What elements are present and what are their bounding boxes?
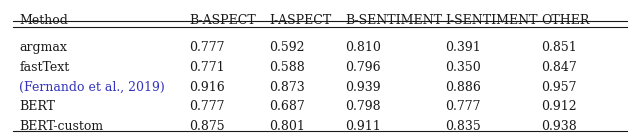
Text: BERT-custom: BERT-custom [19,120,103,133]
Text: 0.777: 0.777 [189,41,224,54]
Text: (Fernando et al., 2019): (Fernando et al., 2019) [19,81,165,94]
Text: fastText: fastText [19,61,70,74]
Text: 0.851: 0.851 [541,41,577,54]
Text: 0.875: 0.875 [189,120,225,133]
Text: 0.798: 0.798 [346,100,381,113]
Text: 0.810: 0.810 [346,41,381,54]
Text: 0.835: 0.835 [445,120,481,133]
Text: 0.592: 0.592 [269,41,304,54]
Text: I-SENTIMENT: I-SENTIMENT [445,14,538,27]
Text: BERT: BERT [19,100,55,113]
Text: 0.687: 0.687 [269,100,305,113]
Text: 0.916: 0.916 [189,81,225,94]
Text: Method: Method [19,14,68,27]
Text: 0.938: 0.938 [541,120,577,133]
Text: 0.886: 0.886 [445,81,481,94]
Text: 0.939: 0.939 [346,81,381,94]
Text: 0.350: 0.350 [445,61,481,74]
Text: 0.771: 0.771 [189,61,225,74]
Text: 0.588: 0.588 [269,61,305,74]
Text: B-ASPECT: B-ASPECT [189,14,255,27]
Text: 0.777: 0.777 [445,100,480,113]
Text: 0.391: 0.391 [445,41,481,54]
Text: 0.847: 0.847 [541,61,577,74]
Text: 0.801: 0.801 [269,120,305,133]
Text: OTHER: OTHER [541,14,589,27]
Text: I-ASPECT: I-ASPECT [269,14,331,27]
Text: 0.873: 0.873 [269,81,305,94]
Text: B-SENTIMENT: B-SENTIMENT [346,14,443,27]
Text: 0.911: 0.911 [346,120,381,133]
Text: 0.777: 0.777 [189,100,224,113]
Text: 0.957: 0.957 [541,81,576,94]
Text: argmax: argmax [19,41,67,54]
Text: 0.796: 0.796 [346,61,381,74]
Text: 0.912: 0.912 [541,100,577,113]
